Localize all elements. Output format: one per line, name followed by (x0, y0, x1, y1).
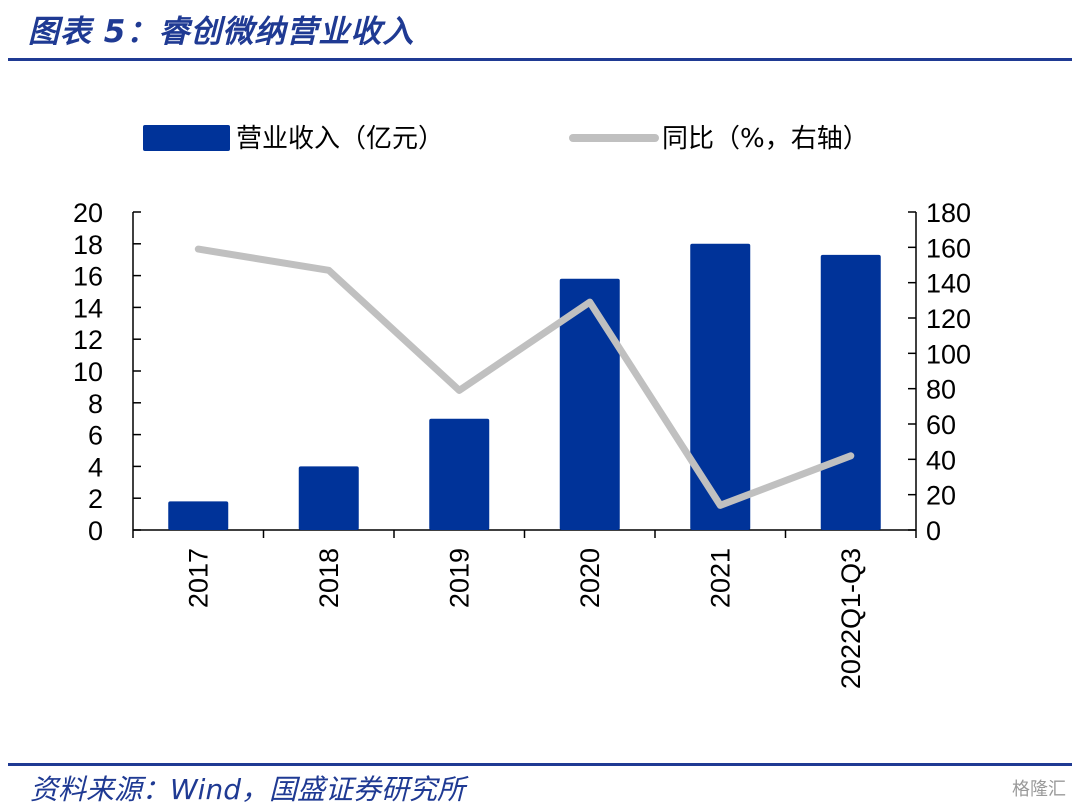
source-note: 资料来源：Wind，国盛证券研究所 (30, 773, 465, 806)
right-tick-label: 120 (926, 304, 971, 334)
line-series (194, 245, 855, 509)
right-tick-label: 160 (926, 233, 971, 263)
right-tick-label: 100 (926, 339, 971, 369)
legend-label-revenue: 营业收入（亿元） (236, 124, 444, 154)
right-tick-label: 60 (926, 410, 956, 440)
category-labels: 2017 2018 2019 2020 2021 2022Q1-Q3 (183, 548, 866, 689)
left-tick-label: 0 (88, 516, 103, 546)
category-label: 2019 (444, 548, 474, 608)
legend-label-yoy: 同比（%，右轴） (662, 124, 869, 154)
left-tick-label: 16 (73, 262, 103, 292)
right-tick-label: 180 (926, 198, 971, 228)
line-point (719, 504, 721, 506)
bar (168, 501, 229, 530)
legend: 营业收入（亿元） 同比（%，右轴） (143, 124, 869, 154)
chart-title: 图表 5：睿创微纳营业收入 (28, 14, 415, 50)
left-tick-label: 8 (88, 389, 103, 419)
axes: 0246810121416182002040608010012014016018… (73, 198, 971, 546)
yoy-line (194, 245, 855, 509)
bar (820, 254, 881, 530)
line-point (197, 248, 199, 250)
right-tick-label: 80 (926, 375, 956, 405)
left-tick-label: 2 (88, 484, 103, 514)
left-tick-label: 6 (88, 421, 103, 451)
right-tick-label: 0 (926, 516, 941, 546)
left-tick-label: 18 (73, 230, 103, 260)
left-tick-label: 12 (73, 325, 103, 355)
bar (690, 243, 751, 531)
line-point (589, 301, 591, 303)
left-tick-label: 4 (88, 452, 103, 482)
category-label: 2017 (183, 548, 213, 608)
right-tick-label: 20 (926, 481, 956, 511)
left-tick-label: 14 (73, 293, 103, 323)
bar (429, 418, 490, 530)
left-tick-label: 10 (73, 357, 103, 387)
line-point (458, 389, 460, 391)
title-rule (8, 58, 1072, 61)
right-tick-label: 140 (926, 269, 971, 299)
category-label: 2022Q1-Q3 (836, 548, 866, 689)
bar (559, 278, 620, 530)
bar (298, 466, 359, 530)
source-rule (8, 763, 1072, 766)
line-point (328, 269, 330, 271)
line-point (850, 455, 852, 457)
legend-swatch-bar (143, 125, 230, 151)
left-tick-label: 20 (73, 198, 103, 228)
category-label: 2021 (705, 548, 735, 608)
right-tick-label: 40 (926, 445, 956, 475)
bar-series (168, 243, 881, 531)
category-label: 2018 (314, 548, 344, 608)
category-label: 2020 (575, 548, 605, 608)
watermark: 格隆汇 (1012, 779, 1066, 800)
